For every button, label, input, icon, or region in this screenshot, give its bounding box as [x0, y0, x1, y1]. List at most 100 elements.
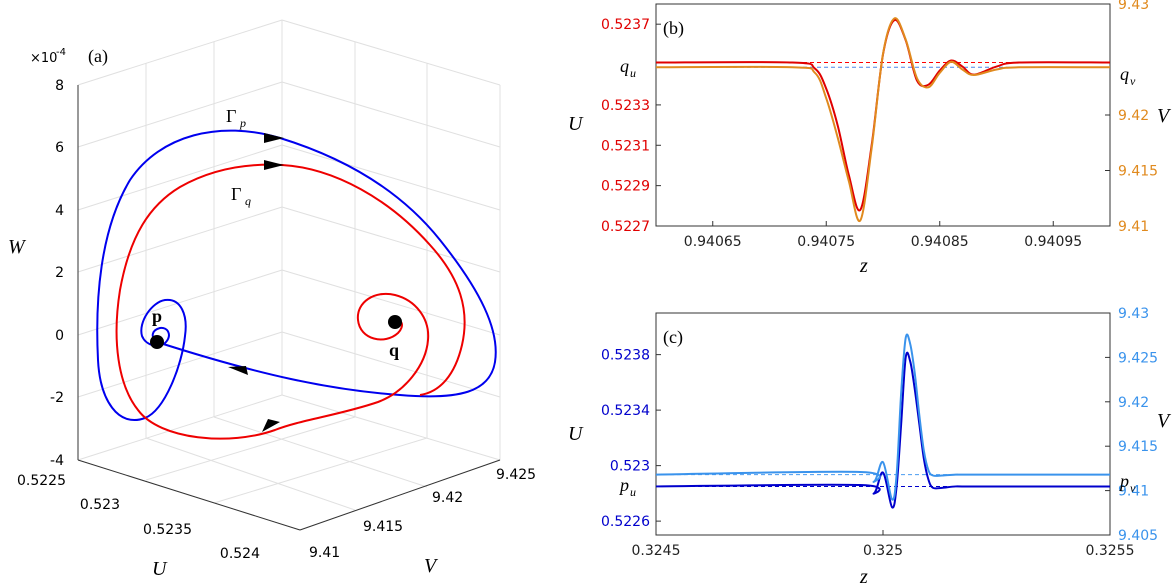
svg-text:v: v: [1130, 481, 1136, 495]
right-tick-label: 9.42: [1118, 395, 1149, 411]
x-tick-label: 0.325: [863, 543, 903, 559]
u-tick: 0.523: [80, 497, 120, 513]
svg-text:p: p: [239, 116, 246, 130]
right-tick-label: 9.415: [1118, 164, 1158, 180]
series-v-line: [655, 17, 1111, 222]
panel-c-plot: 0.3245 0.325 0.3255 0.5226 0.523 0.5234 0.523…: [568, 306, 1172, 586]
svg-text:v: v: [1130, 74, 1136, 88]
z-tick: -2: [50, 390, 64, 406]
left-tick-label: 0.5226: [601, 514, 650, 530]
panel-b-x-ticks: 0.94065 0.94075 0.94085 0.94095: [684, 221, 1082, 250]
v-tick: 9.425: [496, 467, 536, 483]
curve-gamma-q: [115, 163, 466, 440]
v-tick: 9.41: [309, 545, 340, 561]
series-u-line: [655, 351, 1110, 509]
arrow-gamma-q-upper: [264, 160, 284, 170]
svg-text:Γ: Γ: [226, 106, 236, 126]
pv-label: p v: [1118, 471, 1136, 495]
panel-c-left-ticks: 0.5226 0.523 0.5234 0.5238: [601, 348, 661, 530]
svg-text:u: u: [630, 485, 636, 499]
arrow-gamma-p-lower: [228, 366, 248, 375]
panel-b-ylabel-right: V: [1157, 105, 1172, 127]
series-v-line: [655, 333, 1110, 501]
arrow-gamma-p-upper: [264, 133, 284, 143]
panel-a-w-label: W: [8, 236, 27, 258]
left-tick-label: 0.5233: [601, 98, 650, 114]
panel-b-label: (b): [663, 18, 684, 39]
left-tick-label: 0.5229: [601, 179, 650, 195]
right-tick-label: 9.43: [1118, 306, 1149, 322]
svg-text:Γ: Γ: [231, 184, 241, 204]
panel-b-frame: [655, 3, 1111, 227]
right-tick-label: 9.42: [1118, 108, 1149, 124]
qu-label: q u: [620, 56, 636, 80]
svg-text:q: q: [620, 56, 629, 76]
panel-a-grid: [77, 19, 501, 531]
x-tick-label: 0.3255: [1086, 543, 1135, 559]
left-tick-label: 0.5231: [601, 138, 650, 154]
v-tick: 9.415: [363, 519, 403, 535]
right-tick-label: 9.425: [1118, 350, 1158, 366]
svg-text:q: q: [1120, 64, 1129, 84]
panel-a-3d-plot: p q Γ p Γ q 8 6 4 2 0 -2 -4 ×10 -4 (a) 0…: [8, 19, 536, 580]
x-tick-label: 0.94075: [797, 234, 855, 250]
panel-b-ylabel-left: U: [568, 113, 584, 135]
panel-c-right-ticks: 9.405 9.41 9.415 9.42 9.425 9.43: [1105, 306, 1158, 544]
panel-a-u-label: U: [152, 558, 168, 580]
point-q-label: q: [389, 340, 399, 360]
left-tick-label: 0.5237: [601, 17, 650, 33]
svg-text:p: p: [1118, 471, 1129, 491]
z-tick: 4: [55, 203, 64, 219]
panel-b-left-ticks: 0.5227 0.5229 0.5231 0.5233 0.5237: [601, 17, 661, 235]
gamma-q-label: Γ q: [231, 184, 251, 208]
u-tick: 0.5235: [143, 522, 192, 538]
left-tick-label: 0.5234: [601, 403, 650, 419]
panel-c-x-ticks: 0.3245 0.325 0.3255: [632, 530, 1135, 559]
panel-b-right-ticks: 9.41 9.415 9.42 9.43: [1105, 0, 1158, 235]
panel-a-label: (a): [88, 46, 108, 67]
arrow-gamma-q-lower: [262, 419, 280, 432]
panel-a-v-ticks: 9.41 9.415 9.42 9.425: [309, 467, 536, 561]
qv-label: q v: [1120, 64, 1136, 88]
right-tick-label: 9.405: [1118, 528, 1158, 544]
v-tick: 9.42: [432, 490, 463, 506]
svg-text:-4: -4: [56, 47, 66, 58]
svg-text:p: p: [618, 475, 629, 495]
svg-text:u: u: [630, 66, 636, 80]
point-p-label: p: [152, 306, 162, 326]
x-tick-label: 0.94095: [1024, 234, 1082, 250]
panel-c-xlabel: z: [859, 566, 868, 586]
z-tick: 6: [55, 140, 64, 156]
gamma-p-label: Γ p: [226, 106, 246, 130]
right-tick-label: 9.415: [1118, 439, 1158, 455]
x-tick-label: 0.3245: [632, 543, 681, 559]
panel-c-ylabel-left: U: [568, 423, 584, 445]
svg-text:q: q: [245, 194, 251, 208]
panel-b-series: [655, 17, 1111, 222]
svg-text:×10: ×10: [30, 51, 57, 66]
panel-c-label: (c): [663, 327, 683, 348]
left-tick-label: 0.5227: [601, 219, 650, 235]
panel-b-xlabel: z: [859, 255, 868, 277]
point-p: [150, 335, 164, 349]
right-tick-label: 9.41: [1118, 484, 1149, 500]
panel-c-frame: [655, 312, 1111, 536]
x-tick-label: 0.94065: [684, 234, 742, 250]
right-tick-label: 9.41: [1118, 219, 1149, 235]
u-tick: 0.5225: [17, 473, 66, 489]
x-tick-label: 0.94085: [911, 234, 969, 250]
panel-b-plot: 0.94065 0.94075 0.94085 0.94095 0.52270.522…: [568, 0, 1172, 277]
point-q: [388, 315, 402, 329]
z-tick: 0: [55, 328, 64, 344]
panel-a-axes: [77, 85, 501, 531]
panel-c-ylabel-right: V: [1157, 410, 1172, 432]
panel-c-series: [655, 333, 1110, 509]
z-tick: 2: [55, 265, 64, 281]
left-tick-label: 0.523: [610, 459, 650, 475]
z-tick: 8: [55, 78, 64, 94]
panel-a-v-label: V: [424, 555, 439, 577]
z-tick: -4: [50, 453, 64, 469]
right-tick-label: 9.43: [1118, 0, 1149, 13]
u-tick: 0.524: [220, 546, 260, 562]
